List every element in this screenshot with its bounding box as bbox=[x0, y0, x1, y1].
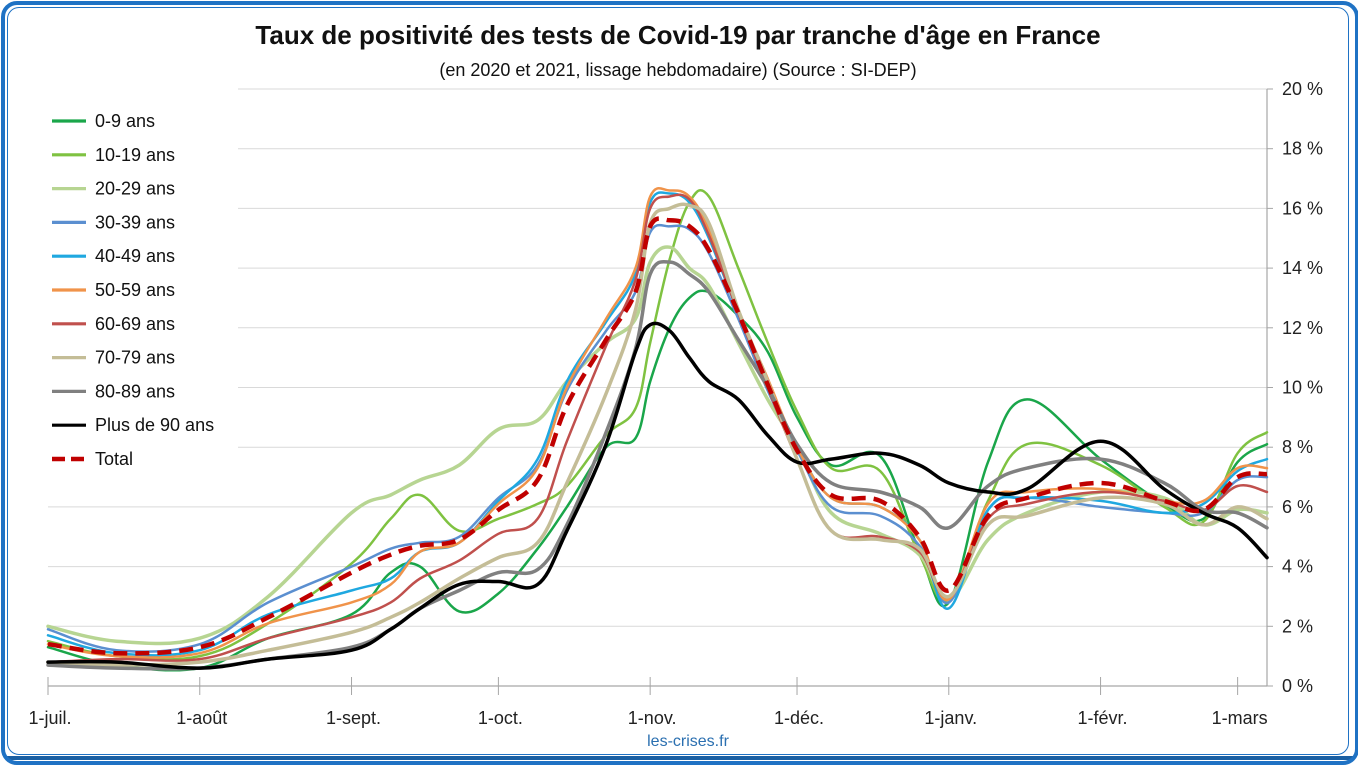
legend-item: 20-29 ans bbox=[52, 179, 175, 199]
series-line-50-59-ans bbox=[46, 187, 1269, 659]
legend-item: 70-79 ans bbox=[52, 348, 175, 368]
y-axis-ticks: 0 % 2 % 4 % 6 % 8 % 10 % 12 % 14 % 16 % 18 % 20 % bbox=[1267, 79, 1323, 696]
legend-label: Total bbox=[95, 449, 133, 469]
source-label: les-crises.fr bbox=[647, 733, 729, 750]
legend-item: 80-89 ans bbox=[52, 381, 175, 401]
x-tick-label: 1-déc. bbox=[774, 708, 824, 728]
legend-label: 0-9 ans bbox=[95, 111, 155, 131]
legend-item: 10-19 ans bbox=[52, 145, 175, 165]
legend-label: 50-59 ans bbox=[95, 280, 175, 300]
x-tick-label: 1-oct. bbox=[478, 708, 523, 728]
y-tick-label: 8 % bbox=[1282, 437, 1313, 457]
y-tick-label: 12 % bbox=[1282, 318, 1323, 338]
legend-label: 60-69 ans bbox=[95, 314, 175, 334]
legend-item: 30-39 ans bbox=[52, 212, 175, 232]
chart-frame-inner bbox=[7, 7, 1349, 755]
x-tick-label: 1-mars bbox=[1212, 708, 1268, 728]
series-line-total bbox=[47, 216, 1268, 656]
legend-item: 60-69 ans bbox=[52, 314, 175, 334]
legend-item: 40-49 ans bbox=[52, 246, 175, 266]
legend-item: Total bbox=[52, 449, 133, 469]
series-line-60-69-ans bbox=[46, 193, 1269, 664]
series-line-20-29-ans bbox=[46, 245, 1269, 646]
chart-subtitle: (en 2020 et 2021, lissage hebdomadaire) … bbox=[439, 60, 916, 80]
x-tick-label: 1-août bbox=[176, 708, 227, 728]
legend-label: 10-19 ans bbox=[95, 145, 175, 165]
series-line-plus-de-90-ans bbox=[46, 321, 1269, 670]
legend-label: Plus de 90 ans bbox=[95, 415, 214, 435]
x-tick-label: 1-févr. bbox=[1078, 708, 1128, 728]
frame-shadow bbox=[4, 756, 1354, 760]
y-tick-label: 14 % bbox=[1282, 258, 1323, 278]
chart-title: Taux de positivité des tests de Covid-19… bbox=[255, 20, 1100, 50]
gridlines bbox=[48, 88, 1267, 627]
y-tick-label: 18 % bbox=[1282, 139, 1323, 159]
legend-label: 30-39 ans bbox=[95, 212, 175, 232]
legend-item: Plus de 90 ans bbox=[52, 415, 214, 435]
y-tick-label: 2 % bbox=[1282, 616, 1313, 636]
legend-label: 80-89 ans bbox=[95, 381, 175, 401]
series-lines bbox=[46, 187, 1269, 672]
y-tick-label: 16 % bbox=[1282, 198, 1323, 218]
y-tick-label: 10 % bbox=[1282, 378, 1323, 398]
legend-label: 40-49 ans bbox=[95, 246, 175, 266]
series-line-10-19-ans bbox=[46, 188, 1269, 661]
legend-label: 20-29 ans bbox=[95, 179, 175, 199]
y-tick-label: 4 % bbox=[1282, 557, 1313, 577]
series-line-70-79-ans bbox=[46, 202, 1269, 667]
legend-item: 0-9 ans bbox=[52, 111, 155, 131]
y-tick-label: 20 % bbox=[1282, 79, 1323, 99]
legend: 0-9 ans 10-19 ans 20-29 ans 30-39 ans 40-49 … bbox=[52, 111, 214, 469]
x-axis-ticks: 1-juil. 1-août 1-sept. 1-oct. 1-nov. 1-déc. 1-… bbox=[28, 677, 1268, 728]
y-tick-label: 6 % bbox=[1282, 497, 1313, 517]
series-line-0-9-ans bbox=[46, 289, 1269, 672]
x-tick-label: 1-janv. bbox=[924, 708, 977, 728]
y-tick-label: 0 % bbox=[1282, 676, 1313, 696]
legend-item: 50-59 ans bbox=[52, 280, 175, 300]
x-tick-label: 1-nov. bbox=[628, 708, 677, 728]
x-tick-label: 1-juil. bbox=[28, 708, 71, 728]
series-line-30-39-ans bbox=[46, 223, 1269, 653]
x-tick-label: 1-sept. bbox=[326, 708, 381, 728]
legend-label: 70-79 ans bbox=[95, 348, 175, 368]
